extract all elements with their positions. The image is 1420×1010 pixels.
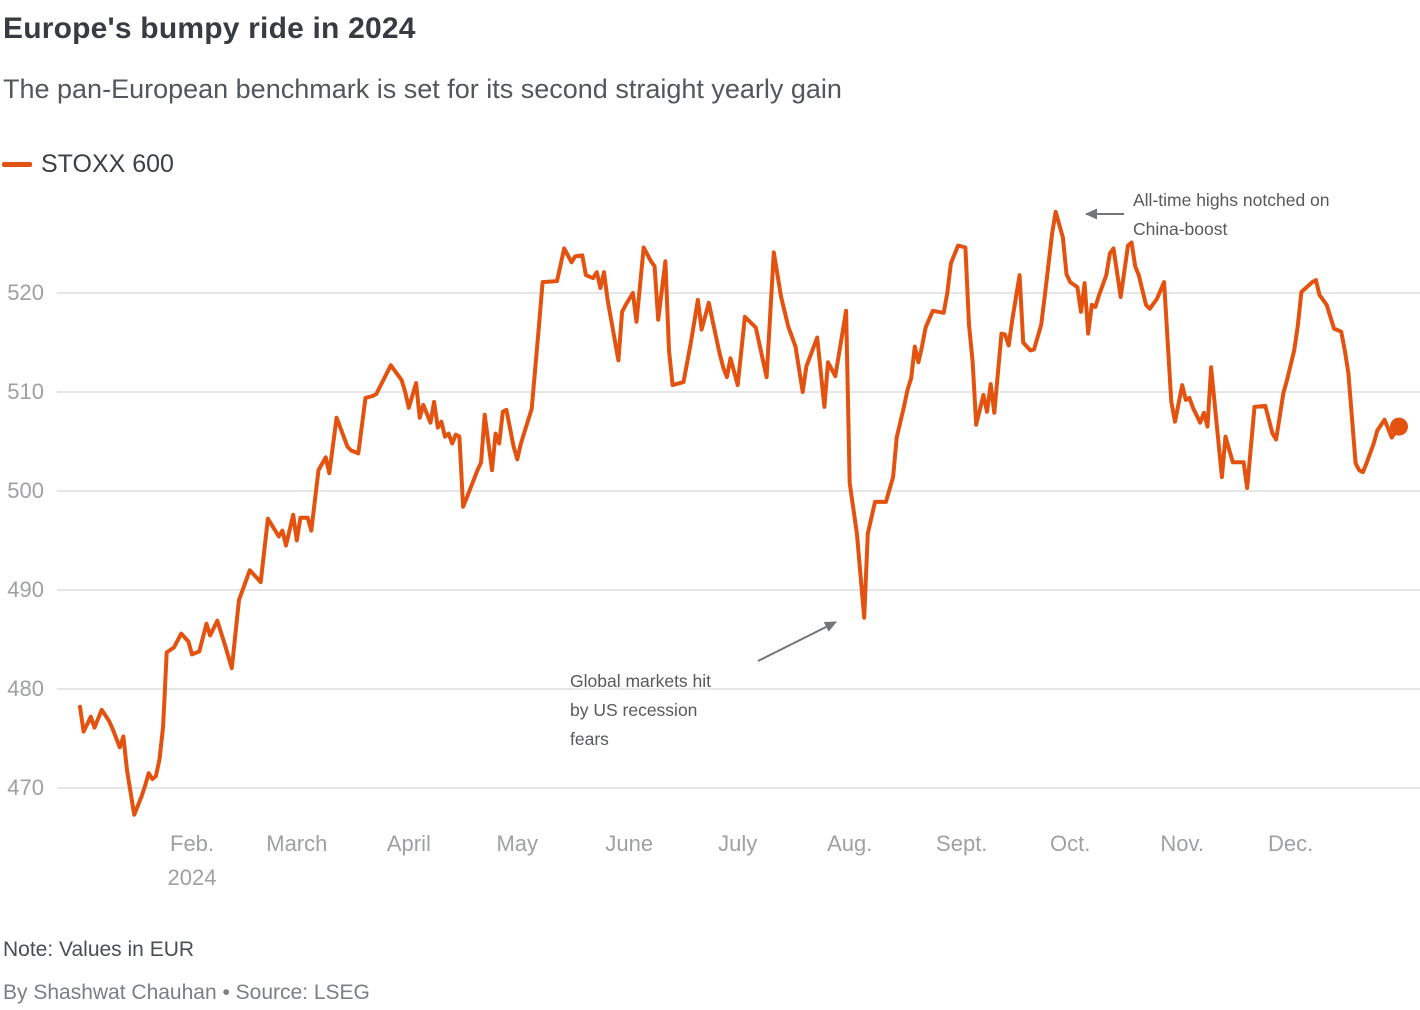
- annotation-all-time-high: All-time highs notched on China-boost: [1133, 186, 1330, 244]
- annotation-recession-fears: Global markets hit by US recession fears: [570, 667, 711, 754]
- y-tick-label-490: 490: [7, 577, 44, 602]
- x-tick-label-Sept: Sept.: [936, 831, 988, 856]
- annotation-line: China-boost: [1133, 219, 1228, 239]
- y-tick-label-470: 470: [7, 775, 44, 800]
- legend-line-swatch: [2, 162, 32, 167]
- legend-label: STOXX 600: [41, 150, 174, 178]
- stoxx600-line: [78, 209, 1401, 817]
- x-tick-label-Oct: Oct.: [1049, 831, 1091, 856]
- annotation-line: All-time highs notched on: [1133, 190, 1330, 210]
- x-tick-label-April: April: [386, 831, 431, 856]
- y-tick-label-520: 520: [7, 280, 44, 305]
- x-tick-label-March: March: [266, 831, 328, 856]
- x-tick-label-June: June: [605, 831, 654, 856]
- gridlines: [57, 292, 1420, 789]
- y-tick-label-500: 500: [7, 478, 44, 503]
- x-tick-label-July: July: [718, 831, 758, 856]
- x-tick-label-Feb: Feb.: [170, 831, 215, 856]
- page-title: Europe's bumpy ride in 2024: [3, 12, 416, 45]
- annotation-line: by US recession: [570, 700, 698, 720]
- x-tick-label-Aug: Aug.: [827, 831, 873, 856]
- y-tick-label-510: 510: [7, 379, 44, 404]
- x-tick-sublabel-2024: 2024: [167, 865, 217, 890]
- legend: STOXX 600: [2, 150, 174, 179]
- x-tick-label-May: May: [496, 831, 539, 856]
- annotation-arrows: [757, 208, 1124, 662]
- byline: By Shashwat Chauhan • Source: LSEG: [3, 981, 370, 1004]
- footnote: Note: Values in EUR: [3, 938, 195, 961]
- annotation-arrow-1: [757, 621, 837, 662]
- y-tick-label-480: 480: [7, 676, 44, 701]
- x-tick-label-Nov: Nov.: [1160, 831, 1204, 856]
- annotation-line: Global markets hit: [570, 671, 712, 691]
- page-subtitle: The pan-European benchmark is set for it…: [3, 74, 842, 104]
- x-tick-label-Dec: Dec.: [1267, 831, 1314, 856]
- annotation-line: fears: [570, 729, 609, 749]
- series-end-dot: [1390, 417, 1408, 436]
